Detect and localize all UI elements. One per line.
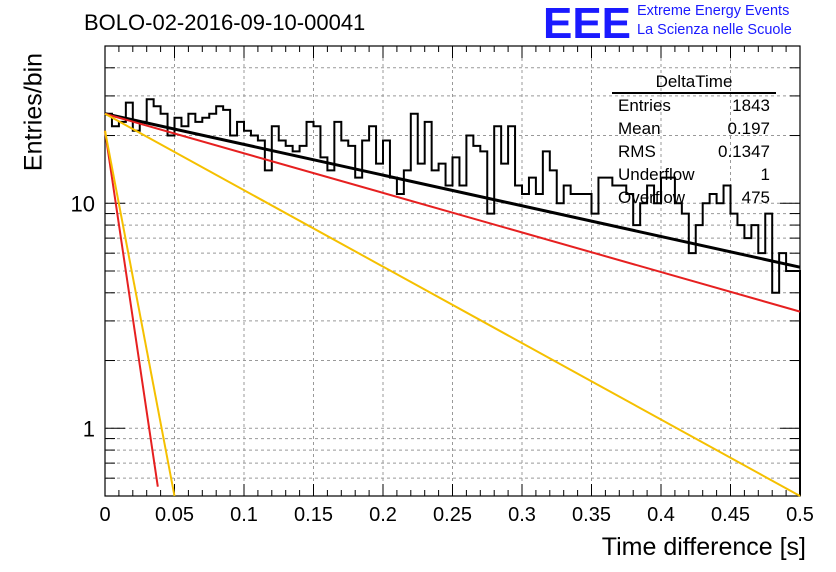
fit-curve-fast-component-2 [104,130,176,497]
x-tick-label: 0.45 [711,504,750,526]
fit-curves [104,112,801,497]
x-tick-label: 0.05 [155,504,194,526]
brand-line-2: La Scienza nelle Scuole [637,22,792,38]
x-tick-label: 0.1 [230,504,258,526]
fit-curve-total-fit [104,112,801,269]
x-tick-label: 0.4 [647,504,675,526]
x-axis-label: Time difference [s] [601,533,806,561]
brand-line-1: Extreme Energy Events [637,3,790,19]
stats-label: Entries [618,96,671,115]
stats-row: Entries 1843 [612,94,776,117]
histogram-line [105,98,801,496]
stats-row: Underflow 1 [612,163,776,186]
y-axis-label: Entries/bin [19,52,48,172]
x-tick-label: 0.5 [786,504,814,526]
stats-value: 1843 [732,96,770,115]
stats-value: 0.1347 [718,142,770,161]
fit-curve-slow-component-1 [104,112,801,313]
brand-block: Extreme Energy Events La Scienza nelle S… [637,2,792,40]
y-tick-label: 1 [83,416,95,441]
stats-label: RMS [618,142,656,161]
stats-value: 475 [741,188,770,207]
stats-row: Mean 0.197 [612,117,776,140]
x-tick-label: 0 [99,504,110,526]
x-tick-label: 0.2 [369,504,397,526]
tick-labels: 0 0.05 0.1 0.15 0.2 0.25 0.3 0.35 0.4 0.45 0.5 1 10 [71,191,814,526]
eee-logo: EEE [543,2,631,42]
x-tick-label: 0.35 [572,504,611,526]
grid-lines [105,46,800,496]
axis-ticks [104,46,801,496]
x-tick-label: 0.25 [433,504,472,526]
stats-label: Underflow [618,165,695,184]
plot-title: BOLO-02-2016-09-10-00041 [84,10,366,35]
eee-logo-text: EEE [543,2,631,42]
x-tick-label: 0.3 [508,504,536,526]
stats-row: Overflow 475 [612,186,776,209]
fit-curve-fast-component-1 [104,130,159,487]
y-tick-label: 10 [71,191,95,216]
stats-value: 0.197 [727,119,770,138]
stats-row: RMS 0.1347 [612,140,776,163]
stats-label: Overflow [618,188,686,207]
x-tick-label: 0.15 [294,504,333,526]
stats-value: 1 [760,165,770,184]
fit-curve-slow-component-2 [104,112,801,497]
histogram-series [105,98,801,496]
stats-title: DeltaTime [612,72,776,94]
stats-box: DeltaTime Entries 1843 Mean 0.197 RMS 0.… [612,72,776,209]
stats-label: Mean [618,119,661,138]
